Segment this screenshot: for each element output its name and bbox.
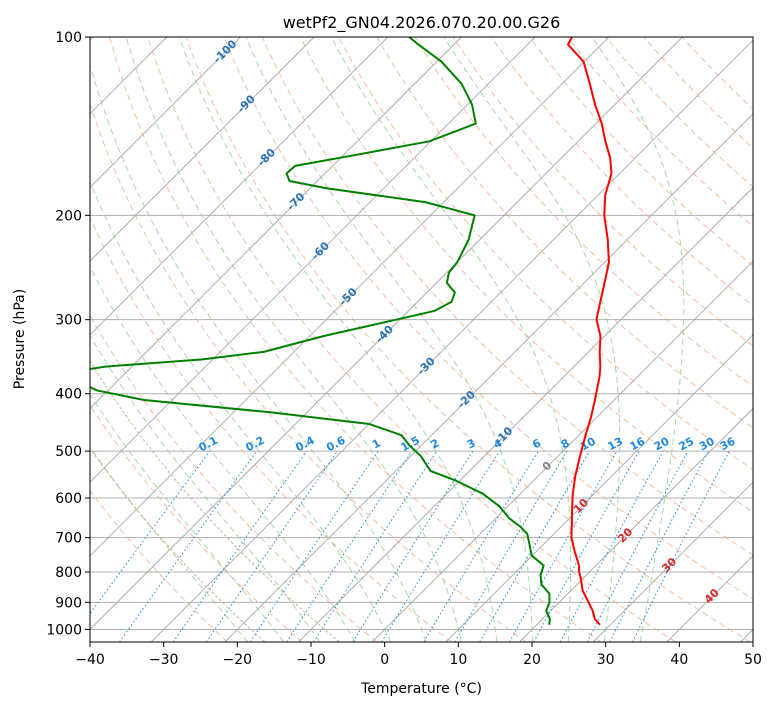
moist-adiabat-line xyxy=(90,446,249,642)
mixing-ratio-label: 36 xyxy=(718,434,738,453)
dry-adiabat-line xyxy=(338,37,753,471)
x-axis-ticks: −40 −30 −20 −10 0 10 20 30 40 50 xyxy=(75,642,762,668)
dry-adiabat-line xyxy=(90,314,378,642)
isotherm-line xyxy=(371,260,753,642)
y-tick-label: 800 xyxy=(55,565,82,581)
x-tick-label: 20 xyxy=(523,652,541,668)
moist-adiabat-line xyxy=(90,180,392,642)
isotherm-line xyxy=(519,407,753,642)
skewed-isotherms xyxy=(90,37,753,642)
plot-area xyxy=(90,37,753,642)
dry-adiabat-line xyxy=(90,102,527,642)
dry-adiabat-line xyxy=(261,37,753,556)
dry-adiabat-line xyxy=(90,489,228,642)
dry-adiabat-line xyxy=(376,37,753,429)
mixing-ratio-line xyxy=(205,450,338,642)
x-tick-label: −20 xyxy=(223,652,253,668)
reference-curve xyxy=(90,360,340,642)
mixing-ratio-line xyxy=(313,450,438,642)
reference-curve xyxy=(90,447,266,642)
dry-adiabat-line xyxy=(185,37,751,642)
isotherm-line xyxy=(90,37,315,262)
dry-adiabat-line xyxy=(90,216,452,642)
x-tick-label: 0 xyxy=(380,652,389,668)
isotherm-line xyxy=(90,37,462,410)
dry-adiabat-line xyxy=(147,37,676,642)
isotherm-line xyxy=(592,481,753,642)
moist-adiabat-line xyxy=(90,265,356,642)
mixing-ratio-label: 25 xyxy=(677,435,697,454)
x-tick-label: −30 xyxy=(149,652,179,668)
mixing-ratio-label: 10 xyxy=(578,435,598,454)
dewpoint-trace xyxy=(90,37,551,625)
mixing-ratio-line xyxy=(119,450,258,642)
moist-adiabat-line xyxy=(125,37,462,642)
isotherm-line xyxy=(445,334,753,642)
x-axis-title: Temperature (°C) xyxy=(360,681,482,697)
dry-adiabat-line xyxy=(90,404,303,642)
y-tick-label: 900 xyxy=(55,595,82,611)
moist-adiabat-line xyxy=(90,62,427,642)
isotherm-line xyxy=(150,39,753,642)
moist-adiabat-line xyxy=(443,37,621,642)
mixing-ratio-label: 13 xyxy=(605,435,625,454)
dry-adiabat-line xyxy=(490,37,753,307)
mixing-ratio-label: 20 xyxy=(652,435,672,454)
moist-adiabat-line xyxy=(591,37,685,642)
mixing-ratio-label: 30 xyxy=(697,435,717,454)
moist-adiabat-line xyxy=(330,37,572,642)
y-tick-label: 1000 xyxy=(46,622,82,638)
plot-frame xyxy=(89,36,754,643)
temperature-trace xyxy=(567,37,613,626)
isotherm-line xyxy=(90,37,536,483)
mixing-ratio-line xyxy=(509,450,618,642)
x-tick-label: 50 xyxy=(744,652,762,668)
x-tick-label: 30 xyxy=(597,652,615,668)
isotherm-line xyxy=(90,37,241,189)
y-tick-label: 100 xyxy=(55,30,82,46)
moist-adiabat-line xyxy=(90,393,285,642)
mixing-ratio-line xyxy=(381,450,500,642)
mixing-ratio-line xyxy=(286,450,413,642)
mixing-ratio-line xyxy=(90,450,211,615)
moist-adiabats xyxy=(90,37,685,642)
sounding-series xyxy=(90,37,613,626)
dry-adiabat-line xyxy=(109,37,602,642)
y-tick-label: 400 xyxy=(55,387,82,403)
y-tick-label: 600 xyxy=(55,491,82,507)
y-axis-title: Pressure (hPa) xyxy=(12,289,28,389)
reference-curves xyxy=(90,360,340,642)
moist-adiabat-line xyxy=(245,37,533,642)
y-tick-label: 200 xyxy=(55,208,82,224)
isotherm-line xyxy=(90,37,683,631)
x-tick-label: −10 xyxy=(296,652,326,668)
moist-adiabat-line xyxy=(90,334,320,642)
mixing-ratio-line xyxy=(172,450,308,642)
dry-adiabat-line xyxy=(299,37,753,513)
dry-adiabats xyxy=(90,37,753,642)
chart-title: wetPf2_GN04.2026.070.20.00.G26 xyxy=(283,13,561,33)
dry-adiabat-line xyxy=(223,37,753,600)
x-tick-label: 10 xyxy=(449,652,467,668)
y-tick-label: 500 xyxy=(55,444,82,460)
y-axis-ticks: 100 200 300 400 500 600 700 800 900 1000 xyxy=(46,30,90,638)
mixing-ratio-label: 16 xyxy=(628,435,648,454)
y-tick-label: 300 xyxy=(55,313,82,329)
mixing-ratio-line xyxy=(533,450,640,642)
dry-adiabat-line xyxy=(452,37,753,347)
x-tick-label: −40 xyxy=(75,652,105,668)
mixing-ratio-lines xyxy=(90,450,730,642)
y-tick-label: 700 xyxy=(55,531,82,547)
isotherm-line xyxy=(90,37,610,557)
mixing-ratio-line xyxy=(559,450,664,642)
dry-adiabat-line xyxy=(414,37,753,388)
isotherm-line xyxy=(90,37,389,336)
x-tick-label: 40 xyxy=(670,652,688,668)
isotherm-line xyxy=(224,113,753,642)
mixing-ratio-line xyxy=(249,450,379,642)
mixing-ratio-line xyxy=(632,450,730,642)
